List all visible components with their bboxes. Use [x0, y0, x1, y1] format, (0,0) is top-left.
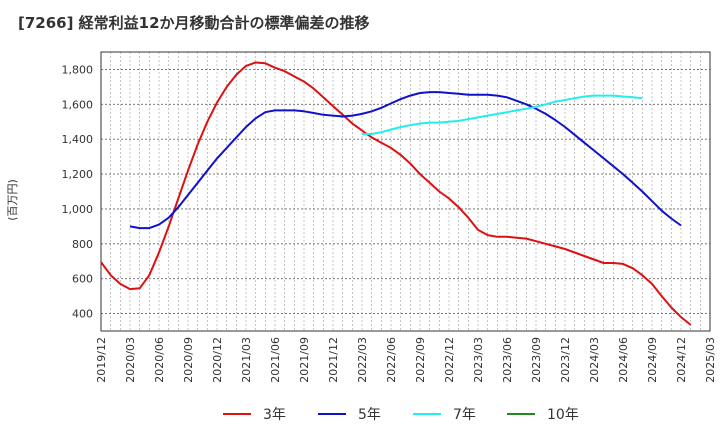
y-tick-label: 1,800: [62, 63, 94, 76]
legend-label: 7年: [453, 407, 476, 423]
x-tick-label: 2021/03: [240, 337, 253, 383]
series-line-1: [100, 61, 692, 326]
x-tick-label: 2024/12: [675, 337, 688, 383]
x-tick-label: 2023/06: [501, 337, 514, 383]
x-tick-label: 2022/09: [414, 337, 427, 383]
series-line-3: [362, 94, 643, 135]
y-tick-label: 1,000: [62, 203, 94, 216]
x-tick-label: 2023/03: [472, 337, 485, 383]
y-tick-label: 400: [72, 308, 93, 321]
series-line-2: [129, 91, 682, 230]
series-layer: [100, 61, 692, 326]
x-tick-label: 2025/03: [704, 337, 717, 383]
x-tick-label: 2021/12: [327, 337, 340, 383]
y-tick-label: 800: [72, 238, 93, 251]
x-tick-label: 2020/09: [182, 337, 195, 383]
legend-label: 10年: [547, 407, 579, 423]
x-tick-label: 2022/03: [356, 337, 369, 383]
legend-label: 3年: [263, 407, 286, 423]
chart-title: [7266] 経常利益12か月移動合計の標準偏差の推移: [18, 14, 370, 32]
y-tick-label: 1,200: [62, 168, 94, 181]
plot-frame: [100, 51, 711, 332]
x-tick-label: 2023/12: [559, 337, 572, 383]
x-axis-ticks: 2019/12 2020/03 2020/06 2020/09 2020/12 2021/…: [95, 337, 717, 383]
x-tick-label: 2021/06: [269, 337, 282, 383]
y-tick-label: 1,400: [62, 133, 94, 146]
x-tick-label: 2023/09: [530, 337, 543, 383]
x-tick-label: 2019/12: [95, 337, 108, 383]
x-tick-label: 2020/06: [153, 337, 166, 383]
grid-layer: [100, 52, 711, 331]
x-tick-label: 2022/06: [385, 337, 398, 383]
x-tick-label: 2020/12: [211, 337, 224, 383]
x-tick-label: 2022/12: [443, 337, 456, 383]
x-tick-label: 2020/03: [124, 337, 137, 383]
x-tick-label: 2024/03: [588, 337, 601, 383]
y-axis-title: (百万円): [6, 179, 19, 221]
legend-label: 5年: [358, 407, 381, 423]
x-tick-label: 2024/06: [617, 337, 630, 383]
y-tick-label: 1,600: [62, 98, 94, 111]
y-axis-ticks: 400 600 800 1,000 1,200 1,400 1,600 1,800: [62, 63, 94, 320]
y-tick-label: 600: [72, 273, 93, 286]
x-tick-label: 2021/09: [298, 337, 311, 383]
legend: 3年 5年 7年 10年: [223, 407, 579, 423]
x-tick-label: 2024/09: [646, 337, 659, 383]
